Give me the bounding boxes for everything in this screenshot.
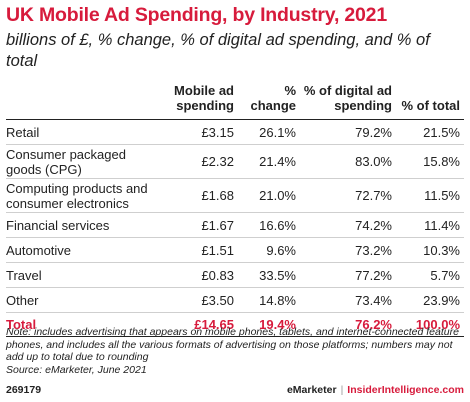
notes-block: Note: includes advertising that appears … [6,326,466,376]
chart-title: UK Mobile Ad Spending, by Industry, 2021 [6,4,387,26]
cell-digital-share: 73.2% [300,237,396,263]
total-spending: £14.65 [156,312,238,337]
cell-spending: £1.67 [156,212,238,238]
chart-subtitle: billions of £, % change, % of digital ad… [6,31,430,70]
column-header-industry [6,83,156,120]
chart-id: 269179 [6,384,42,396]
column-header-digital-share: % of digital ad spending [300,83,396,120]
row-label: Automotive [6,237,156,263]
column-header-change: % change [238,83,300,120]
column-header-total-share: % of total [396,83,464,120]
table-row: Financial services £1.67 16.6% 74.2% 11.… [6,212,464,238]
cell-total-share: 11.4% [396,212,464,238]
cell-total-share: 11.5% [396,178,464,213]
cell-digital-share: 73.4% [300,287,396,313]
cell-total-share: 5.7% [396,262,464,288]
cell-total-share: 15.8% [396,144,464,179]
row-label: Financial services [6,212,156,238]
cell-spending: £3.50 [156,287,238,313]
row-label: Computing products and consumer electron… [6,178,156,213]
table-row: Travel £0.83 33.5% 77.2% 5.7% [6,262,464,288]
cell-spending: £1.68 [156,178,238,213]
brand-emarketer: eMarketer [286,384,337,396]
cell-digital-share: 79.2% [300,119,396,145]
table-header-row: Mobile ad spending % change % of digital… [6,83,464,120]
brand-separator: | [340,384,344,396]
total-change: 19.4% [238,312,300,337]
source-text: Source: eMarketer, June 2021 [6,363,147,376]
total-total-share: 100.0% [396,312,464,337]
cell-total-share: 23.9% [396,287,464,313]
cell-change: 9.6% [238,237,300,263]
cell-spending: £1.51 [156,237,238,263]
cell-change: 33.5% [238,262,300,288]
cell-total-share: 21.5% [396,119,464,145]
row-label: Travel [6,262,156,288]
cell-spending: £2.32 [156,144,238,179]
row-label: Consumer packaged goods (CPG) [6,144,156,179]
cell-change: 21.4% [238,144,300,179]
total-digital-share: 76.2% [300,312,396,337]
note-text: Note: includes advertising that appears … [6,326,459,363]
table-row: Computing products and consumer electron… [6,178,464,213]
cell-spending: £3.15 [156,119,238,145]
table-row: Consumer packaged goods (CPG) £2.32 21.4… [6,144,464,179]
table-row: Other £3.50 14.8% 73.4% 23.9% [6,287,464,313]
table-row: Retail £3.15 26.1% 79.2% 21.5% [6,119,464,145]
brand-insider-intelligence: InsiderIntelligence.com [347,384,464,396]
data-table: Mobile ad spending % change % of digital… [6,83,464,337]
cell-change: 26.1% [238,119,300,145]
column-header-spending: Mobile ad spending [156,83,238,120]
cell-digital-share: 74.2% [300,212,396,238]
row-label: Other [6,287,156,313]
table-row: Automotive £1.51 9.6% 73.2% 10.3% [6,237,464,263]
cell-digital-share: 72.7% [300,178,396,213]
brand-block: eMarketer | InsiderIntelligence.com [287,384,464,396]
cell-change: 14.8% [238,287,300,313]
cell-spending: £0.83 [156,262,238,288]
total-row: Total £14.65 19.4% 76.2% 100.0% [6,312,464,337]
cell-change: 21.0% [238,178,300,213]
cell-digital-share: 77.2% [300,262,396,288]
total-label: Total [6,312,156,337]
row-label: Retail [6,119,156,145]
cell-change: 16.6% [238,212,300,238]
cell-total-share: 10.3% [396,237,464,263]
cell-digital-share: 83.0% [300,144,396,179]
